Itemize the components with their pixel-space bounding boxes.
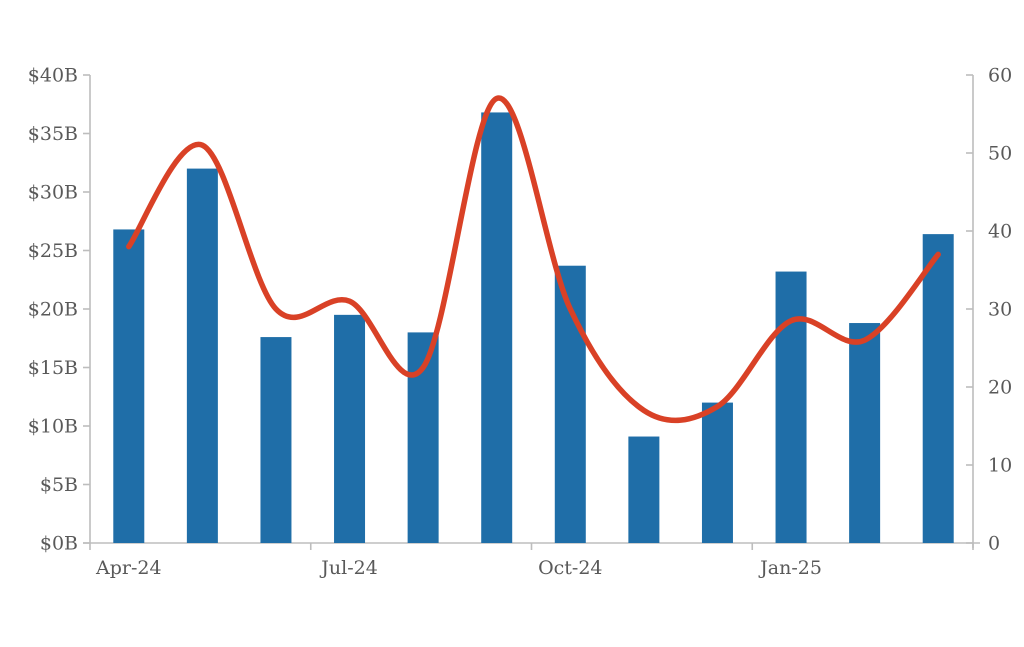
left-axis-label: $0B (40, 533, 78, 555)
bar-apr-24 (113, 229, 145, 543)
bar-jun-24 (260, 337, 292, 543)
x-axis-label: Jul-24 (319, 557, 378, 579)
left-axis-label: $10B (28, 416, 78, 438)
right-axis-label: 20 (988, 377, 1012, 399)
bar-nov-24 (628, 436, 660, 543)
left-axis-label: $5B (40, 474, 78, 496)
right-axis-label: 60 (988, 65, 1012, 87)
left-axis-label: $25B (28, 240, 78, 262)
bar-dec-24 (701, 402, 733, 543)
bar-mar-25 (922, 234, 954, 543)
x-axis-label: Jan-25 (758, 557, 822, 579)
x-axis-label: Oct-24 (538, 557, 602, 579)
right-axis-label: 10 (988, 455, 1012, 477)
right-axis-label: 30 (988, 299, 1012, 321)
bar-jul-24 (334, 314, 366, 543)
left-axis-label: $30B (28, 182, 78, 204)
bar-may-24 (186, 168, 218, 543)
bar-jan-25 (775, 271, 807, 543)
left-axis-label: $20B (28, 299, 78, 321)
left-axis-label: $35B (28, 123, 78, 145)
right-axis-label: 50 (988, 143, 1012, 165)
bar-feb-25 (849, 323, 881, 543)
bar-sep-24 (481, 112, 513, 543)
left-axis-label: $40B (28, 65, 78, 87)
trend-line (126, 95, 941, 424)
right-axis-label: 40 (988, 221, 1012, 243)
left-axis-label: $15B (28, 357, 78, 379)
x-axis-label: Apr-24 (95, 557, 162, 579)
right-axis-label: 0 (988, 533, 1000, 555)
